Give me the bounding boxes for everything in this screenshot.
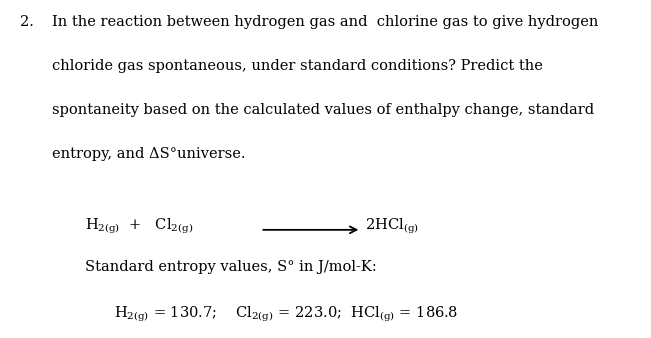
Text: spontaneity based on the calculated values of enthalpy change, standard: spontaneity based on the calculated valu… — [52, 103, 594, 117]
Text: 2.: 2. — [20, 15, 33, 29]
Text: Standard entropy values, S° in J/mol-K:: Standard entropy values, S° in J/mol-K: — [85, 260, 376, 274]
Text: entropy, and ΔS°universe.: entropy, and ΔS°universe. — [52, 147, 245, 161]
Text: H$_{\mathregular{2(g)}}$  +   Cl$_{\mathregular{2(g)}}$: H$_{\mathregular{2(g)}}$ + Cl$_{\mathreg… — [85, 216, 193, 236]
Text: chloride gas spontaneous, under standard conditions? Predict the: chloride gas spontaneous, under standard… — [52, 59, 543, 73]
Text: In the reaction between hydrogen gas and  chlorine gas to give hydrogen: In the reaction between hydrogen gas and… — [52, 15, 598, 29]
Text: H$_{\mathregular{2(g)}}$ = 130.7;    Cl$_{\mathregular{2(g)}}$ = 223.0;  HCl$_{\: H$_{\mathregular{2(g)}}$ = 130.7; Cl$_{\… — [114, 304, 458, 324]
Text: 2HCl$_{\mathregular{(g)}}$: 2HCl$_{\mathregular{(g)}}$ — [365, 216, 419, 236]
